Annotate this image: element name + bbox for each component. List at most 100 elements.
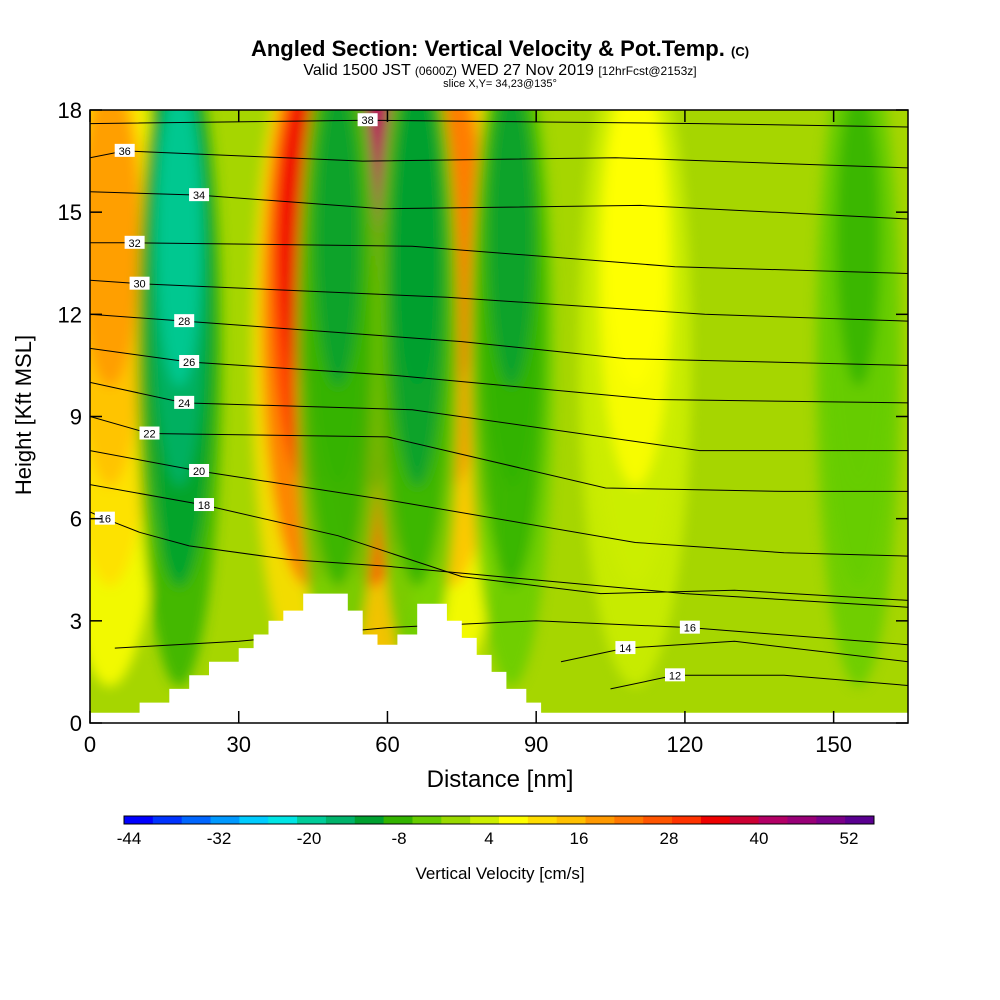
isentrope-label-bg (664, 668, 685, 682)
isentrope-label: 16 (684, 623, 696, 635)
colorbar-swatch (268, 816, 298, 824)
y-tick-label: 3 (70, 609, 82, 634)
colorbar-swatch (729, 816, 760, 824)
colorbar-frame (123, 815, 875, 825)
x-axis-label: Distance [nm] (426, 766, 574, 793)
colorbar-swatch (152, 816, 183, 824)
colorbar-swatch (297, 816, 327, 824)
isentrope-20 (90, 450, 908, 557)
isentrope-label-bg (179, 355, 200, 369)
isentrope-label: 20 (193, 466, 205, 478)
isentrope-label-bg (94, 511, 115, 525)
isentrope-labels: 12 14 16 16 18 20 22 24 26 28 30 32 34 36 38 (94, 113, 700, 682)
colorbar-tick-label: 52 (840, 829, 859, 848)
x-tick-label: 60 (375, 732, 399, 757)
velocity-field (90, 110, 902, 687)
colorbar-tick-label: -20 (297, 829, 322, 848)
colorbar-swatch (816, 816, 846, 824)
velocity-column (315, 110, 361, 387)
colorbar-tick-label: 16 (570, 829, 589, 848)
colorbar-swatch (325, 816, 356, 824)
colorbar-tick-label: -8 (391, 829, 406, 848)
velocity-column (489, 110, 534, 387)
colorbar-swatch (383, 816, 413, 824)
isentrope-label: 38 (361, 115, 373, 127)
isentrope-34 (90, 191, 908, 220)
isentrope-label: 12 (669, 670, 681, 682)
x-tick-label: 90 (524, 732, 548, 757)
isentrope-label-bg (124, 235, 145, 249)
colorbar-tick-label: 28 (660, 829, 679, 848)
isentrope-label-bg (189, 463, 210, 477)
isentrope-label-bg (357, 113, 378, 127)
y-tick-label: 15 (58, 200, 82, 225)
colorbar-swatch (614, 816, 644, 824)
colorbar-swatch (354, 816, 385, 824)
isentrope-label-bg (174, 314, 195, 328)
isentrope-30 (90, 279, 908, 322)
chart-subtitle: Valid 1500 JST (0600Z) WED 27 Nov 2019 [… (303, 62, 697, 79)
isentrope-label: 22 (143, 429, 155, 441)
y-tick-label: 9 (70, 405, 82, 430)
isentrope-label: 30 (133, 279, 145, 291)
isentrope-label: 16 (99, 514, 111, 526)
x-tick-label: 30 (226, 732, 250, 757)
colorbar-swatch (412, 816, 442, 824)
isentrope-14 (560, 640, 908, 663)
colorbar-tick-label: 4 (484, 829, 493, 848)
velocity-column (605, 110, 666, 387)
slice-info: slice X,Y= 34,23@135° (443, 78, 557, 90)
isentrope-label-bg (139, 426, 160, 440)
colorbar-swatch (210, 816, 240, 824)
x-tick-label: 0 (84, 732, 96, 757)
velocity-column (156, 110, 202, 387)
isentrope-label-bg (615, 641, 636, 655)
isentrope-38 (90, 119, 908, 128)
colorbar-swatch (499, 816, 529, 824)
isentrope-label-bg (114, 143, 135, 157)
copyright-mark: (C) (731, 44, 750, 59)
velocity-column (836, 110, 881, 387)
y-tick-label: 0 (70, 711, 82, 736)
isentrope-label: 18 (198, 500, 210, 512)
isentrope-28 (90, 313, 908, 366)
isentrope-label: 32 (128, 238, 140, 250)
isentrope-label: 36 (119, 146, 131, 158)
velocity-column (394, 110, 440, 387)
colorbar-tick-label: -44 (117, 829, 142, 848)
colorbar-swatch (556, 816, 587, 824)
isentrope-label: 26 (183, 357, 195, 369)
plot-area: 12 14 16 16 18 20 22 24 26 28 30 32 34 36 38 (90, 110, 908, 723)
x-tick-label: 150 (815, 732, 852, 757)
forecast-info: [12hrFcst@2153z] (598, 64, 697, 78)
colorbar-swatch (181, 816, 212, 824)
isentrope-24 (90, 381, 908, 452)
isentrope-32 (90, 242, 908, 274)
colorbar-swatch (787, 816, 817, 824)
isentrope-26 (90, 347, 908, 404)
isentrope-16 (90, 511, 908, 608)
colorbar-swatch (585, 816, 615, 824)
colorbar-swatch (527, 816, 558, 824)
x-tick-label: 120 (667, 732, 704, 757)
isentrope-label: 28 (178, 316, 190, 328)
terrain-mask (90, 593, 908, 723)
y-tick-label: 18 (58, 98, 82, 123)
colorbar-swatch (758, 816, 788, 824)
colorbar-swatch (672, 816, 702, 824)
isentrope-label-bg (679, 620, 700, 634)
colorbar-swatch (470, 816, 500, 824)
colorbar-swatch (124, 816, 154, 824)
y-tick-label: 12 (58, 302, 82, 327)
chart-title: Angled Section: Vertical Velocity & Pot.… (250, 36, 750, 61)
colorbar-swatch (643, 816, 673, 824)
isentrope-label: 24 (178, 398, 190, 410)
valid-utc: (0600Z) (414, 64, 457, 78)
colorbar-swatch (700, 816, 731, 824)
axis-ticks: 0 30 60 90 120 150 0 36 9 12 15 18 (58, 98, 908, 757)
colorbar: -44 -32 -20 -8 4 16 28 40 52 (117, 815, 875, 848)
isentrope-label-bg (129, 276, 150, 290)
colorbar-swatch (845, 816, 875, 824)
colorbar-label: Vertical Velocity [cm/s] (415, 864, 585, 883)
